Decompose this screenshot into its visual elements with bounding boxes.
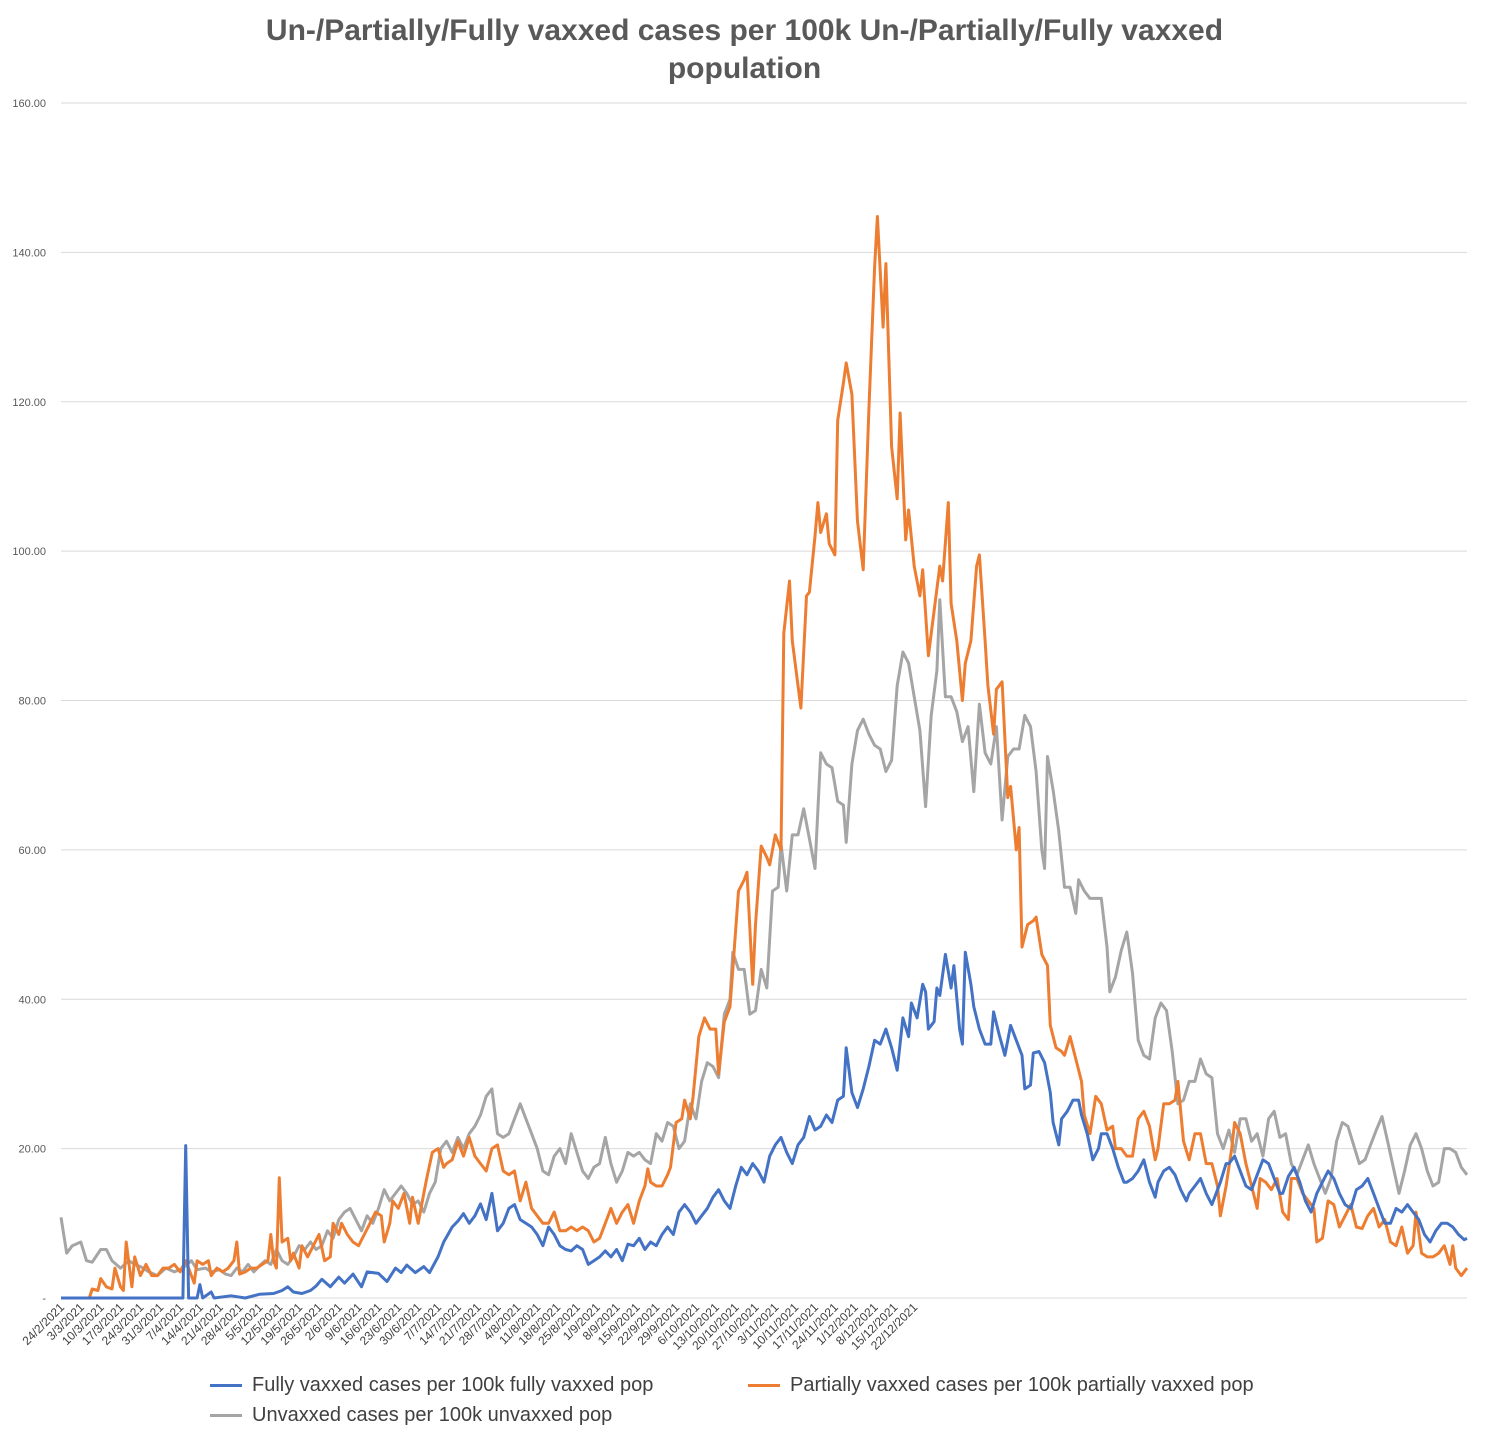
y-tick-label: 20.00 — [18, 1144, 46, 1156]
series-line-unvaxxed — [59, 598, 1469, 1278]
y-tick-label: 140.00 — [12, 247, 46, 259]
chart-title: Un-/Partially/Fully vaxxed cases per 100… — [0, 12, 1489, 88]
y-tick-label: - — [42, 1293, 46, 1305]
y-tick-label: 60.00 — [18, 845, 46, 857]
legend-item-partially-vaxxed: Partially vaxxed cases per 100k partiall… — [748, 1374, 1254, 1397]
legend-swatch-unvaxxed — [210, 1414, 242, 1417]
legend-label-unvaxxed: Unvaxxed cases per 100k unvaxxed pop — [252, 1404, 613, 1426]
legend-label-partially-vaxxed: Partially vaxxed cases per 100k partiall… — [790, 1374, 1254, 1396]
legend-item-fully-vaxxed: Fully vaxxed cases per 100k fully vaxxed… — [210, 1374, 653, 1397]
series-line-partially-vaxxed — [61, 215, 1469, 1300]
y-tick-label: 160.00 — [12, 98, 46, 110]
y-axis-tick-labels: - 20.00 40.00 60.00 80.00 100.00 120.00 140.00 1… — [12, 98, 46, 1305]
chart-title-line-1: Un-/Partially/Fully vaxxed cases per 100… — [265, 14, 1224, 47]
gridlines — [61, 102, 1467, 1299]
y-tick-label: 100.00 — [12, 546, 46, 558]
legend-label-fully-vaxxed: Fully vaxxed cases per 100k fully vaxxed… — [252, 1374, 654, 1396]
legend-item-unvaxxed: Unvaxxed cases per 100k unvaxxed pop — [210, 1404, 612, 1427]
series-line-fully-vaxxed — [61, 950, 1468, 1300]
chart-title-line-2: population — [667, 52, 822, 85]
y-tick-label: 80.00 — [18, 696, 46, 708]
y-tick-label: 120.00 — [12, 397, 46, 409]
y-tick-label: 40.00 — [18, 994, 46, 1006]
legend-swatch-partially-vaxxed — [748, 1384, 780, 1387]
legend-swatch-fully-vaxxed — [210, 1384, 242, 1387]
x-axis-tick-labels: 24/2/20213/3/202110/3/202117/3/202124/3/… — [19, 1300, 920, 1353]
series-lines — [59, 215, 1469, 1300]
